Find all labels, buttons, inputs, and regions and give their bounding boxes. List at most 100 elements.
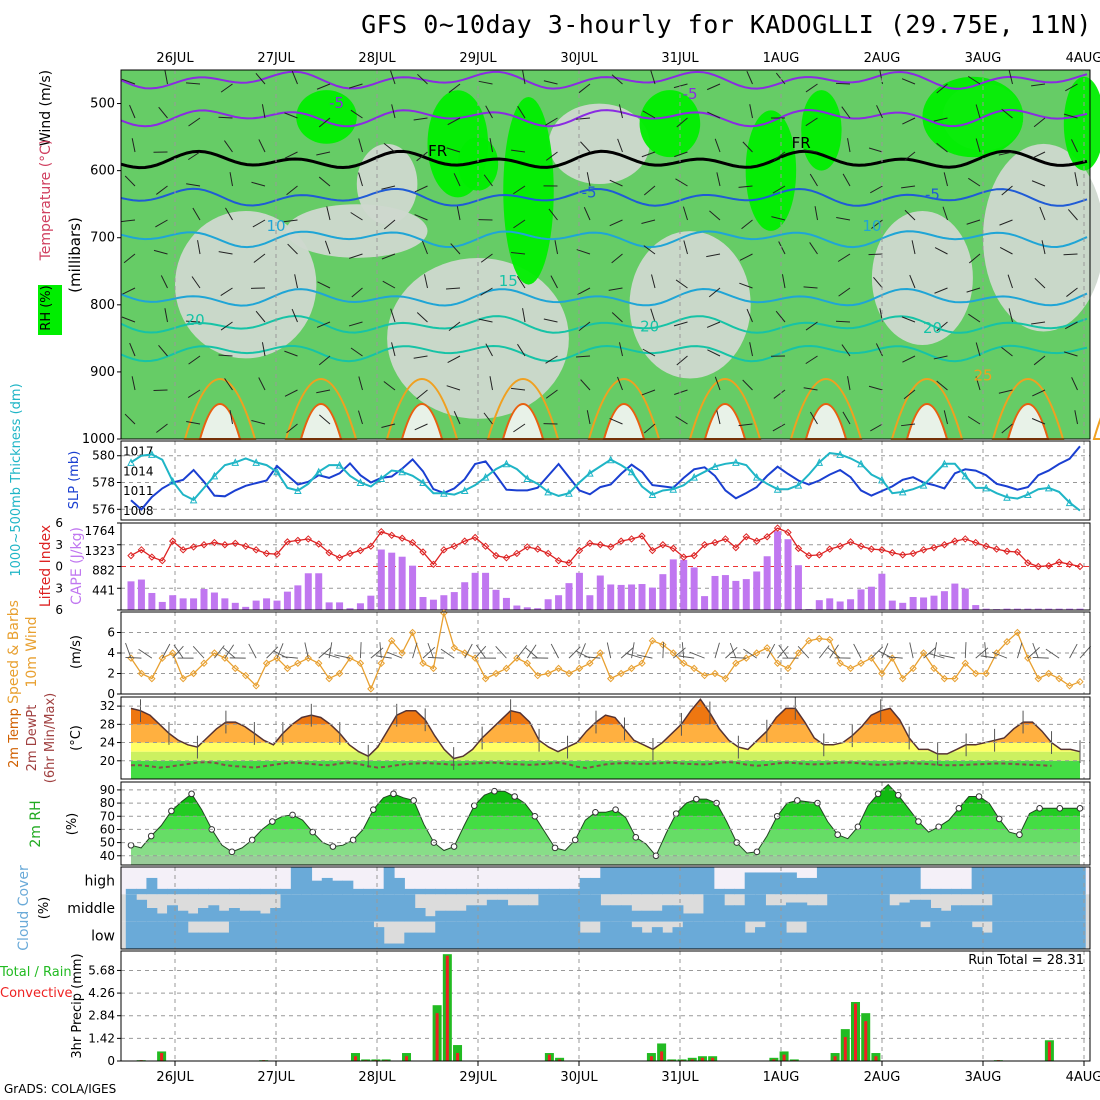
wind-barb	[1001, 108, 1013, 119]
cape-bar	[815, 600, 823, 610]
wind-barb	[1067, 209, 1078, 221]
cloud-high-bar	[940, 888, 952, 895]
cloud-low-bar	[868, 921, 880, 949]
cloud-middle-bar	[548, 894, 560, 922]
wind-barb	[156, 185, 168, 195]
cloud-low-bar	[466, 921, 478, 949]
cape-bar	[826, 598, 834, 610]
cape-bar	[680, 559, 688, 610]
lifted-index-point	[502, 554, 511, 562]
wind-barb	[480, 287, 493, 296]
wind-barb	[611, 74, 623, 85]
lifted-index-point	[210, 538, 219, 547]
lifted-index-point	[961, 535, 969, 543]
cloud-low-bar	[703, 921, 715, 949]
thickness-point	[919, 481, 928, 489]
cloud-middle-bar	[651, 910, 663, 922]
cloud-middle-bar	[971, 905, 983, 922]
cape-bar	[878, 573, 886, 610]
cloud-high-bar	[755, 872, 766, 895]
wind-barb	[164, 308, 168, 323]
wind-barb	[485, 105, 493, 119]
cloud-high-bar	[352, 888, 364, 895]
wind-barb	[281, 656, 298, 659]
wind-barb	[772, 185, 786, 194]
cape-bar	[617, 584, 625, 610]
wind-speed-point	[388, 636, 396, 645]
wind-barb	[416, 389, 428, 400]
cloud-low-bar	[620, 921, 632, 949]
wind-barb	[517, 343, 526, 357]
wind-barb	[548, 208, 558, 221]
cloud-high-bar	[466, 888, 478, 895]
wind-barb	[966, 287, 981, 293]
wind-barb	[829, 644, 839, 659]
dewpt-axis-label: 2m DewPt	[25, 705, 40, 772]
wind-barb	[847, 376, 851, 391]
contour-label: 15	[499, 272, 518, 290]
precip-convective-bar	[160, 1053, 164, 1061]
wind-barb	[186, 183, 201, 187]
wind-barb	[220, 83, 233, 93]
wind-barb	[416, 151, 428, 162]
cloud-row-label: middle	[67, 901, 115, 917]
cloud-middle-bar	[228, 908, 240, 922]
bottom-day-label: 2AUG	[864, 1070, 901, 1085]
cape-bar	[127, 581, 135, 610]
rh-shading	[175, 210, 317, 359]
wind-barb	[324, 653, 340, 659]
cape-bar	[221, 598, 229, 610]
rh-point	[470, 802, 478, 810]
wind-barb	[936, 83, 948, 94]
rh-point	[390, 790, 397, 798]
cloud-middle-bar	[414, 908, 426, 922]
wind-barb	[121, 219, 136, 223]
precip-axis-label: 3hr Precip (mm)	[70, 953, 85, 1058]
wind-barb	[580, 379, 591, 391]
cloud-high-bar	[445, 888, 457, 895]
cape-bar	[398, 556, 406, 610]
rh-tick-label: 70	[100, 809, 115, 823]
rh-point	[753, 848, 761, 856]
wind-barb	[261, 104, 266, 119]
wind-barb	[901, 423, 916, 427]
wind-barb	[966, 219, 981, 225]
contour-label: -5	[925, 185, 940, 203]
wind-barb	[158, 106, 168, 119]
cloud-middle-bar	[352, 894, 364, 922]
wind-speed-point	[481, 674, 490, 683]
lifted-index-point	[346, 549, 354, 558]
rh-legend-label: RH (%)	[39, 285, 54, 330]
cloud-high-bar	[363, 888, 374, 895]
wind-barb	[968, 253, 981, 264]
cape-bar	[721, 575, 729, 610]
wind-barb	[390, 308, 396, 323]
cloud-low-bar	[951, 921, 962, 949]
wind-speed-point	[1034, 674, 1042, 683]
thickness-point	[836, 450, 844, 458]
wind-barb	[611, 253, 623, 264]
cloud-low-bar	[455, 921, 467, 949]
cloud-middle-bar	[724, 905, 735, 922]
wind-barb	[391, 104, 396, 119]
wind-barb	[902, 117, 916, 125]
cloud-low-bar	[724, 921, 735, 949]
cloud-low-bar	[332, 921, 344, 949]
cape-bar	[325, 602, 333, 610]
cape-bar	[471, 572, 479, 610]
thickness-point	[314, 467, 323, 476]
wind-barb	[738, 185, 753, 188]
cloud-low-bar	[899, 921, 911, 949]
lifted-index-point	[784, 528, 792, 537]
cape-bar	[419, 597, 427, 610]
rh-tick-label: 80	[100, 796, 115, 810]
precip-convective-bar	[405, 1056, 409, 1061]
wind-barb	[450, 243, 461, 255]
wind-barb	[284, 350, 298, 357]
wind-barb	[643, 245, 656, 255]
wind-barb	[968, 177, 981, 187]
wind-barb	[284, 112, 298, 119]
temp-tick-label: 32	[100, 699, 115, 713]
cloud-low-bar	[270, 921, 282, 949]
lifted-index-point	[148, 553, 156, 561]
